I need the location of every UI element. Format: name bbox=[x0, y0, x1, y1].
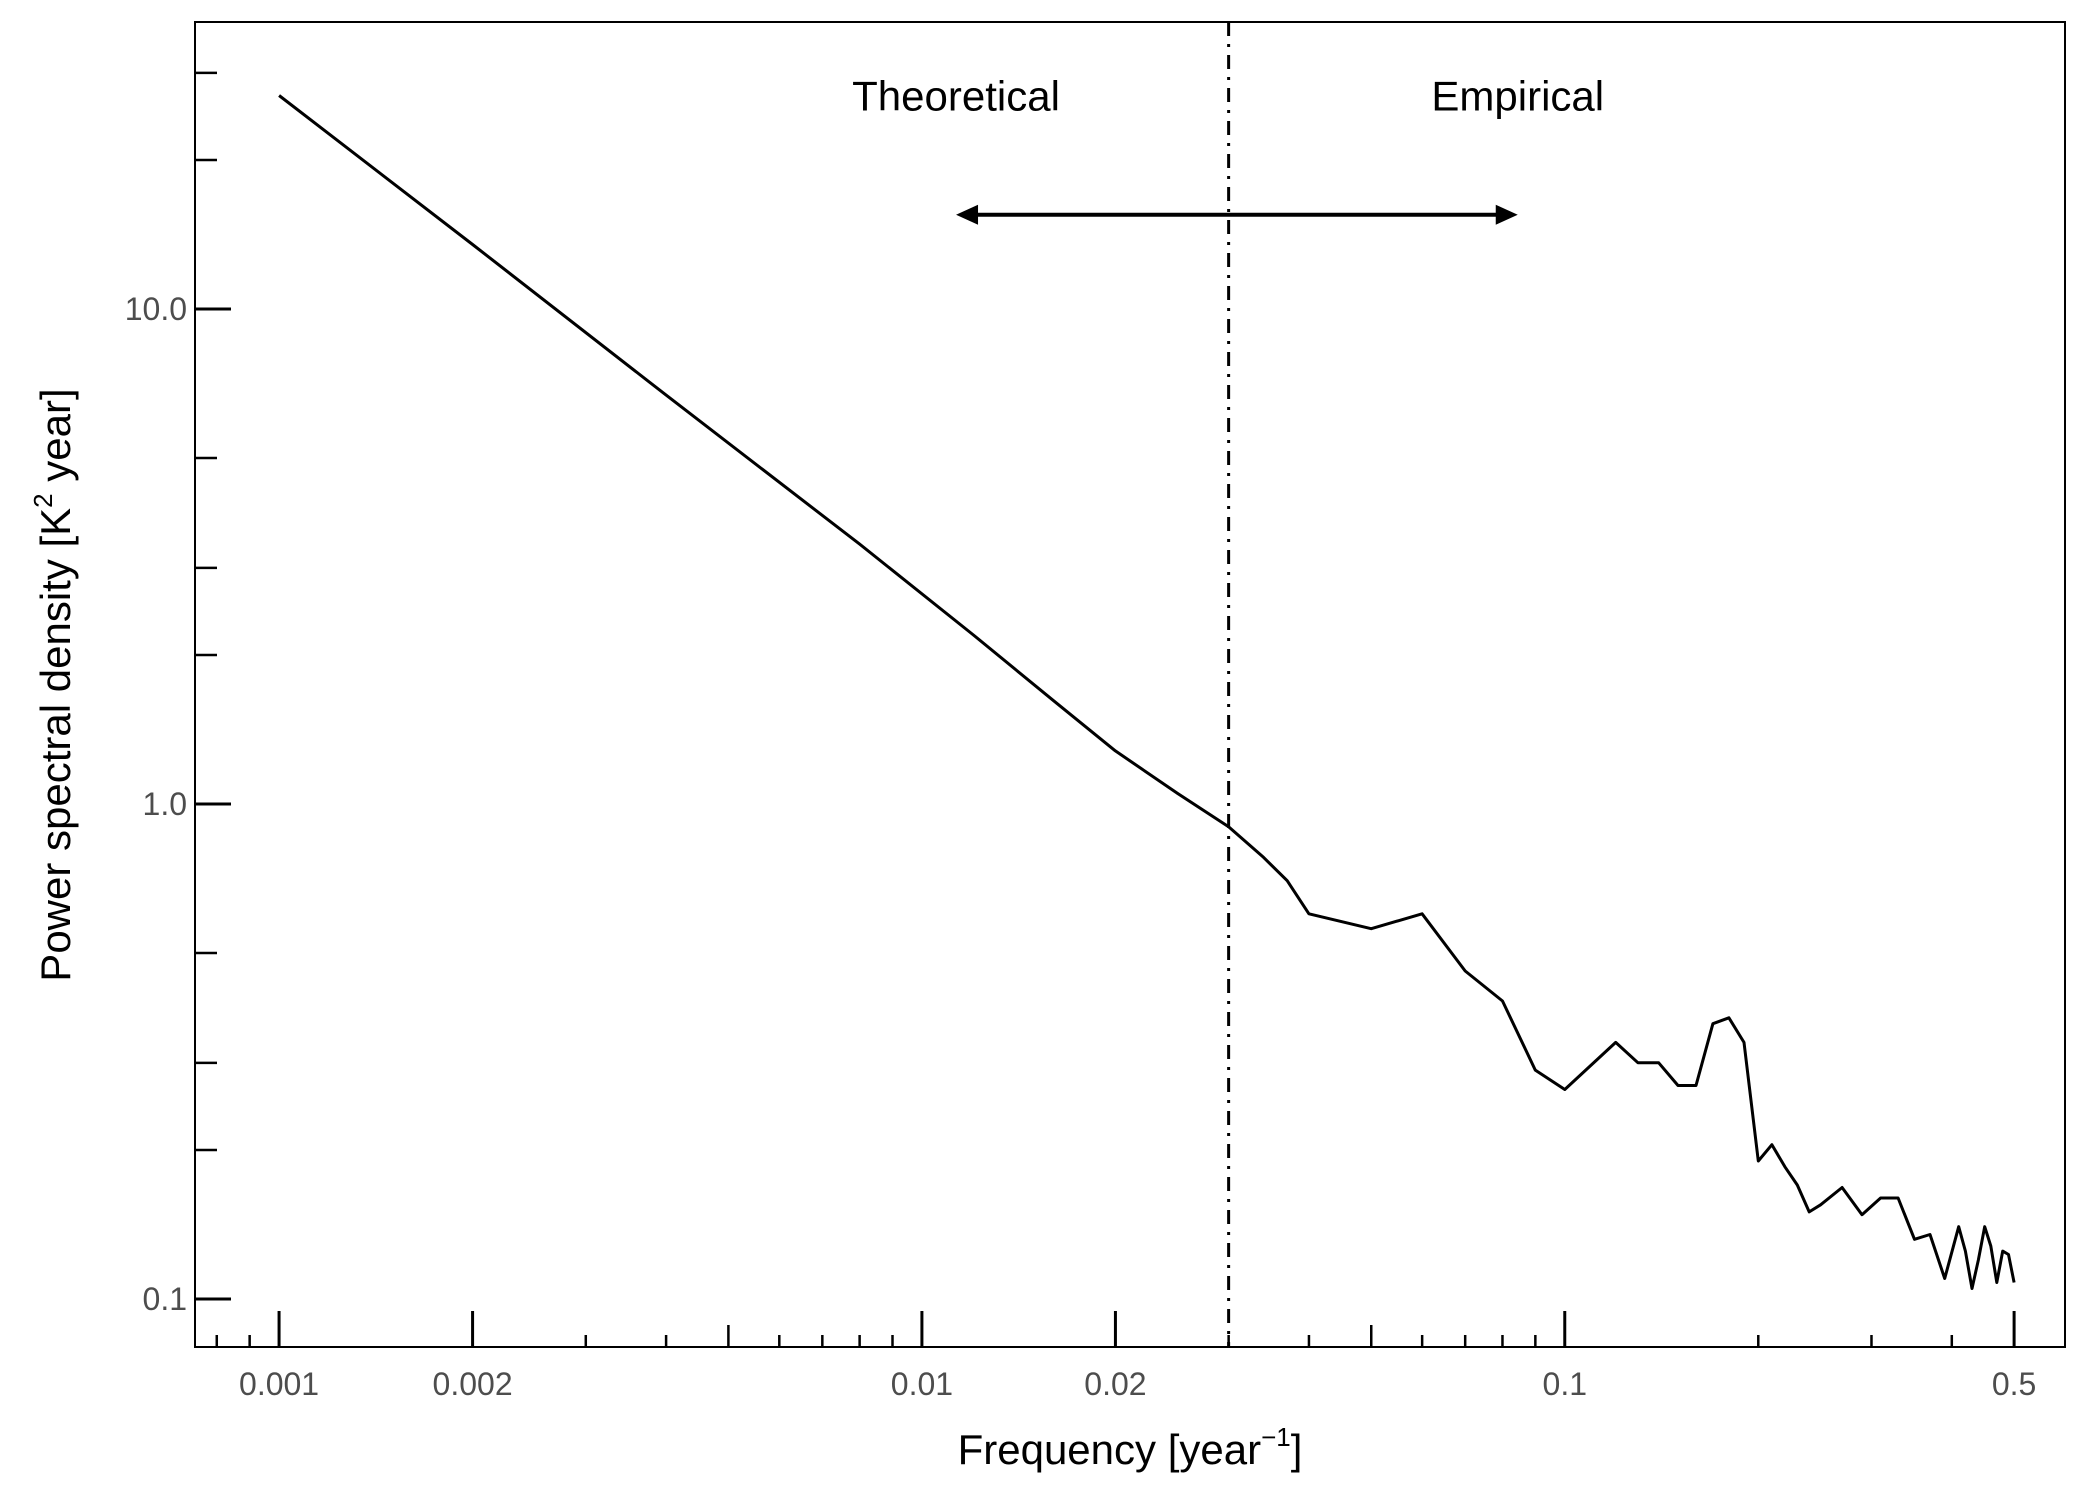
x-tick-label: 0.1 bbox=[1543, 1366, 1587, 1402]
x-axis-title-main: Frequency [year bbox=[958, 1426, 1261, 1473]
y-axis-title-main: Power spectral density [K bbox=[32, 508, 79, 982]
plot-panel bbox=[194, 21, 2066, 1348]
x-tick-label: 0.5 bbox=[1992, 1366, 2036, 1402]
arrow-head-right bbox=[1495, 204, 1518, 225]
x-tick-label: 0.002 bbox=[433, 1366, 513, 1402]
y-axis: 10.0 1.0 0.1 bbox=[125, 71, 231, 1317]
double-arrow bbox=[956, 204, 1518, 225]
y-axis-title-sup: 2 bbox=[28, 493, 58, 507]
region-label: Empirical bbox=[1431, 72, 1604, 119]
x-axis-title-sup: −1 bbox=[1261, 1422, 1291, 1452]
y-axis-title-tail: year] bbox=[32, 388, 79, 493]
y-tick-label: 0.1 bbox=[143, 1281, 187, 1317]
spectrum-line bbox=[278, 94, 2016, 1290]
region-annotations: Theoretical Empirical bbox=[852, 72, 1604, 119]
y-tick-label: 1.0 bbox=[143, 786, 187, 822]
arrow-head-left bbox=[956, 204, 979, 225]
x-axis-title-tail: ] bbox=[1291, 1426, 1303, 1473]
x-tick-label: 0.02 bbox=[1084, 1366, 1146, 1402]
x-tick-label: 0.01 bbox=[891, 1366, 953, 1402]
x-axis-title: Frequency [year−1] bbox=[958, 1422, 1303, 1473]
y-tick-label: 10.0 bbox=[125, 291, 187, 327]
region-label: Theoretical bbox=[852, 72, 1060, 119]
x-tick-label: 0.001 bbox=[239, 1366, 319, 1402]
x-axis: 0.001 0.002 0.01 0.02 0.1 0.5 bbox=[215, 1311, 2036, 1402]
y-axis-title: Power spectral density [K2 year] bbox=[28, 388, 79, 981]
